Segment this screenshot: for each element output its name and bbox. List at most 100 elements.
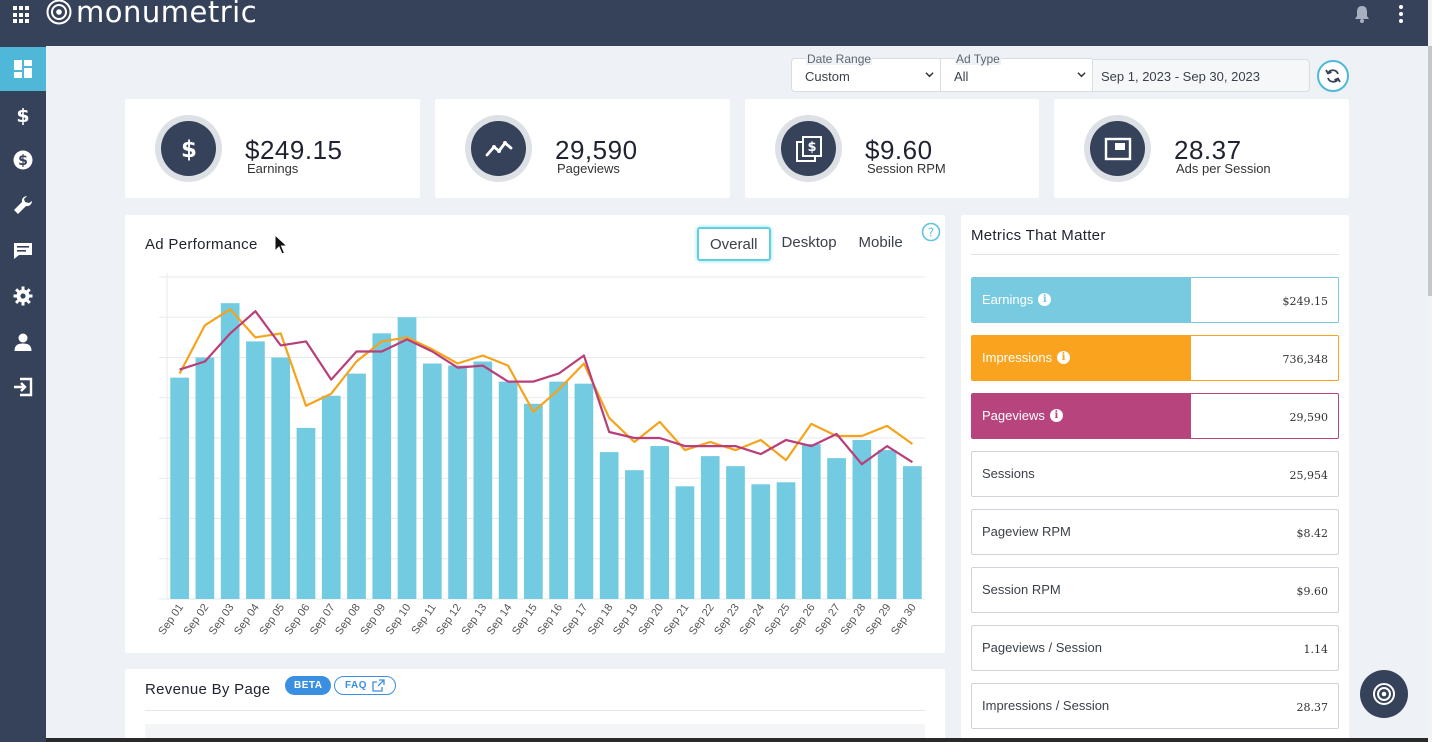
x-tick-label: Sep 19 xyxy=(611,602,641,637)
metric-value: 1.14 xyxy=(1303,643,1329,656)
bottom-strip xyxy=(46,738,1428,742)
date-range-select[interactable]: Date Range Custom xyxy=(791,53,940,92)
x-tick-label: Sep 28 xyxy=(838,602,868,637)
x-tick-label: Sep 02 xyxy=(182,602,212,637)
sidebar-item-settings[interactable] xyxy=(0,274,46,318)
scrollbar-thumb[interactable] xyxy=(1428,46,1432,296)
info-icon[interactable]: i xyxy=(1038,293,1052,306)
logo-text: monumetric xyxy=(76,0,258,29)
dollar-icon: $ xyxy=(16,105,29,125)
date-range-input[interactable]: Sep 1, 2023 - Sep 30, 2023 xyxy=(1092,59,1310,92)
user-icon xyxy=(14,333,32,351)
chart-bar xyxy=(852,440,872,599)
dollar-circle-icon: $ xyxy=(13,150,33,170)
revenue-by-page-panel: Revenue By Page BETA FAQ xyxy=(125,669,945,742)
refresh-button[interactable] xyxy=(1317,60,1349,92)
sidebar-item-logout[interactable] xyxy=(0,365,46,409)
sidebar-item-account[interactable] xyxy=(0,320,46,364)
x-tick-label: Sep 16 xyxy=(535,602,565,637)
chart-bar xyxy=(347,373,366,599)
tab-mobile[interactable]: Mobile xyxy=(858,234,903,251)
chart-bar xyxy=(195,357,215,599)
ad-type-value: All xyxy=(954,69,969,84)
page-scrollbar[interactable] xyxy=(1428,0,1432,742)
sidebar-item-earnings[interactable]: $ xyxy=(0,93,46,137)
apps-grid-icon[interactable] xyxy=(13,6,31,24)
external-link-icon xyxy=(372,679,385,692)
trend-icon xyxy=(485,140,512,156)
metric-value: $9.60 xyxy=(1296,585,1329,598)
metric-label: Pageviews / Session xyxy=(982,640,1102,655)
chart-bar xyxy=(422,363,442,599)
stat-icon-circle: $ xyxy=(775,115,842,182)
more-options-icon[interactable] xyxy=(1398,5,1404,23)
metrics-panel-title: Metrics That Matter xyxy=(971,227,1106,244)
table-header-row xyxy=(145,724,925,742)
info-icon[interactable]: i xyxy=(1049,409,1063,422)
sidebar-item-payments[interactable]: $ xyxy=(0,138,46,182)
chart-bar xyxy=(675,486,695,599)
tab-overall[interactable]: Overall xyxy=(697,227,771,261)
metric-row: Sessions 25,954 xyxy=(971,451,1339,497)
ad-type-select[interactable]: Ad Type All xyxy=(940,53,1092,92)
ad-performance-title: Ad Performance xyxy=(145,236,258,253)
metric-value: 736,348 xyxy=(1282,353,1329,366)
metric-label: Pageviews i xyxy=(982,408,1063,423)
metric-label: Session RPM xyxy=(982,582,1061,597)
sign-in-icon xyxy=(14,377,33,397)
tab-desktop[interactable]: Desktop xyxy=(781,234,837,251)
dollar-icon: $ xyxy=(180,137,196,163)
stat-value: 28.37 xyxy=(1174,135,1242,165)
info-icon[interactable]: i xyxy=(1057,351,1071,364)
metric-value: 28.37 xyxy=(1296,701,1329,714)
chart-bar xyxy=(751,484,771,599)
stat-value: $9.60 xyxy=(865,135,933,165)
sidebar-item-messages[interactable] xyxy=(0,229,46,273)
x-tick-label: Sep 29 xyxy=(864,602,894,637)
chat-logo-icon xyxy=(1373,683,1395,705)
metric-value: $249.15 xyxy=(1282,295,1329,308)
sidebar-item-dashboard[interactable] xyxy=(0,47,46,91)
metric-label: Impressions i xyxy=(982,350,1071,365)
chart-series-line xyxy=(179,310,913,466)
mouse-cursor-icon xyxy=(274,234,288,255)
filter-bar: Date Range Custom Ad Type All xyxy=(791,53,1092,92)
chart-bar xyxy=(549,381,568,599)
metric-label: Impressions / Session xyxy=(982,698,1109,713)
faq-button[interactable]: FAQ xyxy=(334,676,397,695)
chat-support-button[interactable] xyxy=(1360,670,1408,718)
beta-badge: BETA xyxy=(285,676,332,695)
notification-bell-icon[interactable] xyxy=(1352,4,1372,24)
stat-card-earnings: $ $249.15 Earnings xyxy=(125,99,420,198)
metric-label-text: Sessions xyxy=(982,466,1035,481)
chart-bar xyxy=(170,377,189,599)
svg-text:$: $ xyxy=(18,153,28,169)
logo[interactable]: monumetric xyxy=(46,0,257,30)
svg-text:?: ? xyxy=(928,226,934,240)
dashboard-icon xyxy=(14,60,32,78)
chart-bar xyxy=(271,357,291,599)
window-icon xyxy=(1104,137,1131,160)
stat-value: $249.15 xyxy=(245,135,343,165)
help-icon[interactable]: ? xyxy=(921,222,941,242)
stat-icon-inner xyxy=(471,121,526,176)
chart-bar xyxy=(903,466,922,599)
chart-bar xyxy=(776,482,796,599)
date-range-text: Sep 1, 2023 - Sep 30, 2023 xyxy=(1101,69,1261,84)
chart-bar xyxy=(877,450,897,599)
metric-row: Impressions i 736,348 xyxy=(971,335,1339,381)
sidebar-item-tools[interactable] xyxy=(0,183,46,227)
faq-label: FAQ xyxy=(345,680,368,691)
ad-type-label: Ad Type xyxy=(955,52,1001,66)
chart-bar xyxy=(726,466,745,599)
chat-icon xyxy=(14,243,32,259)
metrics-panel: Metrics That Matter Earnings i $249.15 Impr… xyxy=(961,215,1349,742)
stat-icon-circle xyxy=(465,115,532,182)
x-tick-label: Sep 10 xyxy=(384,602,414,637)
metric-row: Impressions / Session 28.37 xyxy=(971,683,1339,729)
chart-bar xyxy=(524,403,543,599)
metric-row: Pageviews i 29,590 xyxy=(971,393,1339,439)
chart-bar xyxy=(296,427,316,599)
revenue-by-page-title: Revenue By Page xyxy=(145,681,271,698)
